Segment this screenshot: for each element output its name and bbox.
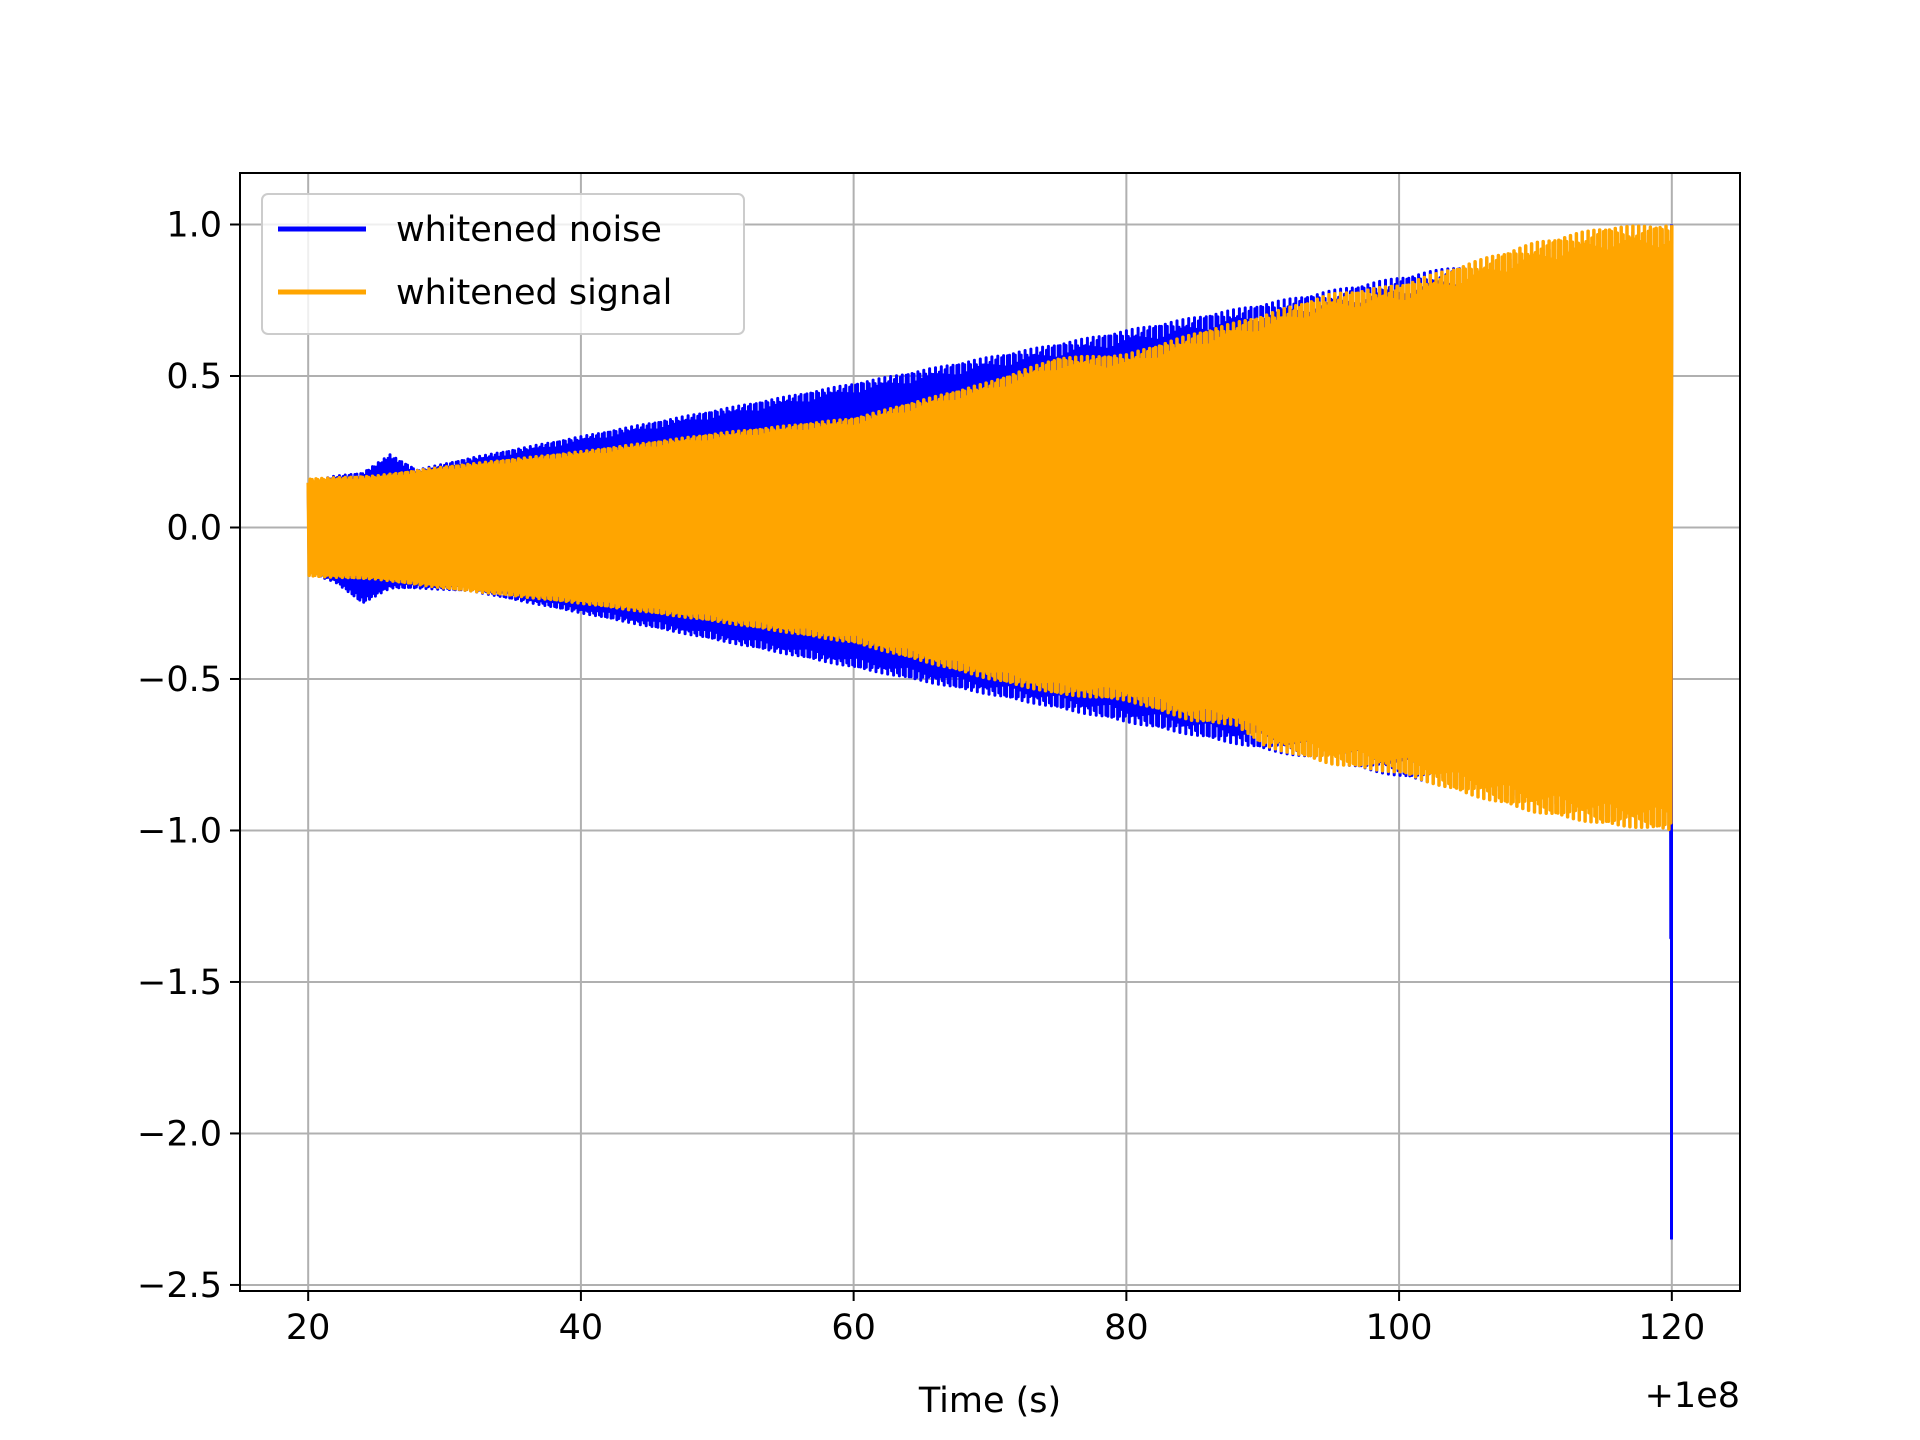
x-axis-offset-label: +1e8 — [1645, 1376, 1740, 1416]
x-axis-label: Time (s) — [918, 1381, 1061, 1421]
x-tick-label: 40 — [559, 1308, 604, 1348]
axes-frame — [239, 172, 1741, 1292]
legend: whitened noise whitened signal — [261, 193, 745, 335]
y-tick-label: −1.5 — [137, 963, 222, 1003]
plot-area — [306, 224, 1674, 1240]
y-tick-label: 0.0 — [166, 508, 222, 548]
series-line-whitened-signal — [306, 224, 1674, 832]
y-tick-label: 0.5 — [166, 357, 222, 397]
legend-box — [261, 193, 745, 335]
y-axis: 1.0 0.5 0.0 −0.5 −1.0 −1.5 −2.0 −2.5 — [137, 206, 240, 1306]
legend-label-whitened-signal: whitened signal — [396, 273, 672, 313]
x-tick-label: 20 — [286, 1308, 331, 1348]
y-tick-label: −2.5 — [137, 1266, 222, 1306]
x-axis: 20 40 60 80 100 120 — [286, 1291, 1705, 1348]
x-tick-label: 60 — [831, 1308, 876, 1348]
x-tick-label: 100 — [1366, 1308, 1433, 1348]
y-tick-label: 1.0 — [166, 206, 222, 246]
y-tick-label: −0.5 — [137, 660, 222, 700]
x-tick-label: 120 — [1638, 1308, 1705, 1348]
x-tick-label: 80 — [1104, 1308, 1149, 1348]
y-tick-label: −2.0 — [137, 1114, 222, 1154]
y-tick-label: −1.0 — [137, 811, 222, 851]
legend-label-whitened-noise: whitened noise — [396, 210, 662, 250]
